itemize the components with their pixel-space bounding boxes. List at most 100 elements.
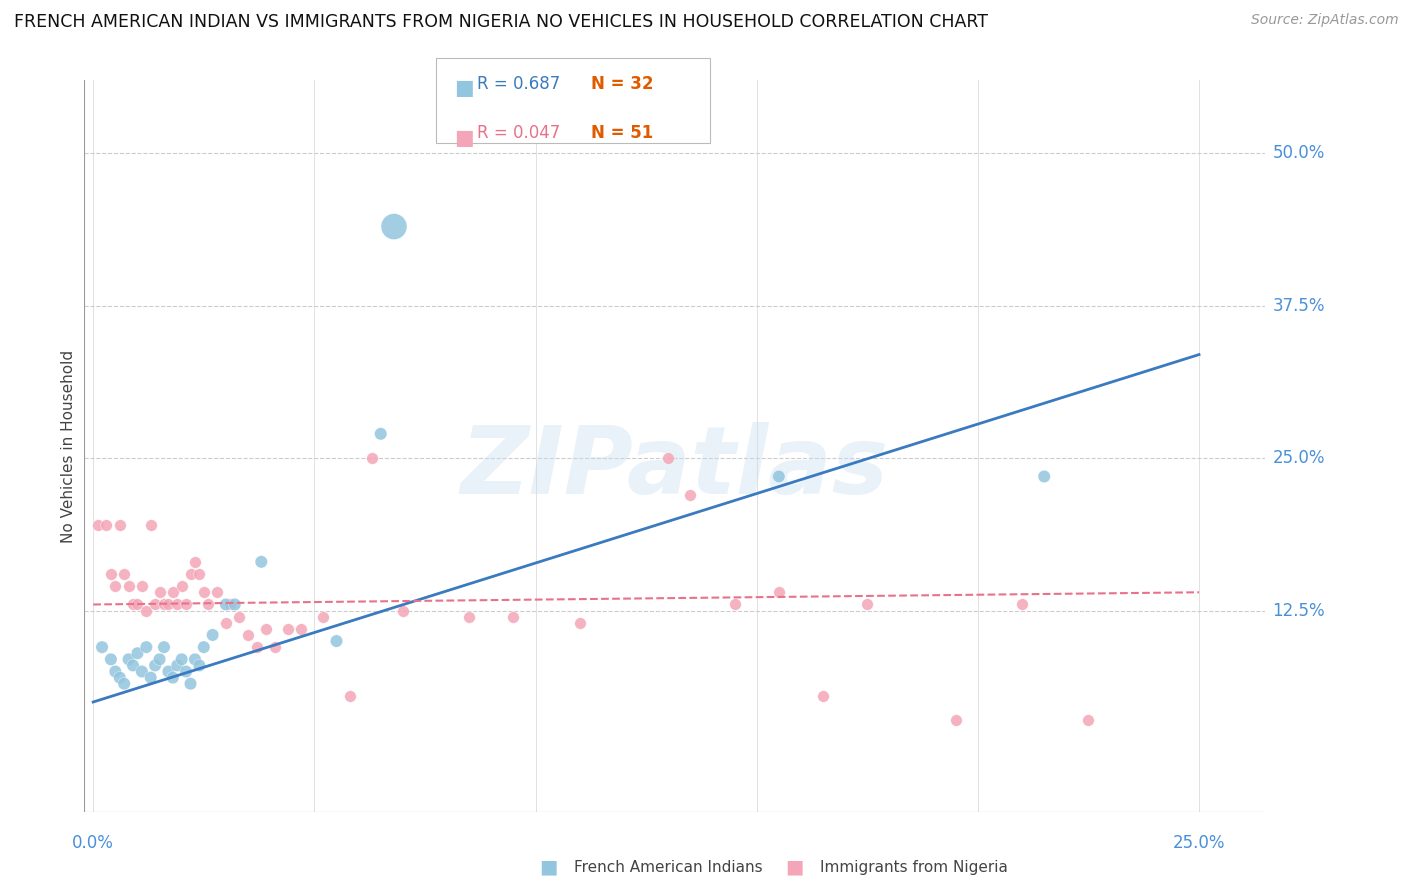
Point bbox=[127, 646, 149, 660]
Point bbox=[153, 640, 176, 655]
Point bbox=[100, 652, 122, 666]
Point bbox=[277, 622, 299, 636]
Text: French American Indians: French American Indians bbox=[574, 860, 762, 874]
Point bbox=[325, 634, 347, 648]
Point bbox=[162, 671, 184, 685]
Text: 37.5%: 37.5% bbox=[1272, 297, 1324, 315]
Point bbox=[236, 628, 259, 642]
Point bbox=[856, 598, 879, 612]
Point bbox=[205, 585, 228, 599]
Point bbox=[135, 604, 157, 618]
Point bbox=[131, 665, 153, 679]
Point bbox=[174, 665, 197, 679]
Point bbox=[104, 665, 127, 679]
Text: ■: ■ bbox=[538, 857, 558, 877]
Point bbox=[108, 671, 131, 685]
Point bbox=[679, 488, 702, 502]
Text: ZIPatlas: ZIPatlas bbox=[461, 422, 889, 514]
Point bbox=[143, 658, 166, 673]
Text: FRENCH AMERICAN INDIAN VS IMMIGRANTS FROM NIGERIA NO VEHICLES IN HOUSEHOLD CORRE: FRENCH AMERICAN INDIAN VS IMMIGRANTS FRO… bbox=[14, 13, 988, 31]
Point bbox=[127, 598, 149, 612]
Point bbox=[86, 518, 108, 533]
Text: N = 51: N = 51 bbox=[591, 124, 652, 142]
Point bbox=[162, 585, 184, 599]
Point bbox=[139, 518, 162, 533]
Point bbox=[945, 714, 967, 728]
Point bbox=[215, 615, 238, 630]
Point bbox=[122, 658, 145, 673]
Point bbox=[188, 658, 211, 673]
Point bbox=[166, 598, 188, 612]
Text: ■: ■ bbox=[785, 857, 804, 877]
Point bbox=[184, 652, 207, 666]
Point bbox=[254, 622, 277, 636]
Point bbox=[568, 615, 591, 630]
Point bbox=[215, 598, 238, 612]
Point bbox=[170, 652, 193, 666]
Point bbox=[131, 579, 153, 593]
Point bbox=[148, 585, 170, 599]
Point bbox=[263, 640, 285, 655]
Point bbox=[768, 585, 790, 599]
Point bbox=[290, 622, 312, 636]
Text: N = 32: N = 32 bbox=[591, 75, 652, 93]
Point bbox=[148, 652, 170, 666]
Point bbox=[392, 604, 415, 618]
Point bbox=[184, 555, 207, 569]
Point bbox=[312, 609, 335, 624]
Point bbox=[180, 676, 202, 690]
Text: R = 0.047: R = 0.047 bbox=[477, 124, 560, 142]
Point bbox=[157, 598, 180, 612]
Point bbox=[197, 598, 219, 612]
Point bbox=[170, 579, 193, 593]
Point bbox=[143, 598, 166, 612]
Point bbox=[1011, 598, 1033, 612]
Point bbox=[108, 518, 131, 533]
Point bbox=[1077, 714, 1099, 728]
Point bbox=[201, 628, 224, 642]
Point bbox=[100, 567, 122, 582]
Y-axis label: No Vehicles in Household: No Vehicles in Household bbox=[60, 350, 76, 542]
Point bbox=[219, 598, 242, 612]
Point bbox=[250, 555, 273, 569]
Point bbox=[246, 640, 269, 655]
Point bbox=[723, 598, 745, 612]
Point bbox=[193, 585, 215, 599]
Point bbox=[112, 676, 135, 690]
Point bbox=[228, 609, 250, 624]
Point bbox=[91, 640, 114, 655]
Text: Immigrants from Nigeria: Immigrants from Nigeria bbox=[820, 860, 1008, 874]
Point bbox=[180, 567, 202, 582]
Point bbox=[122, 598, 145, 612]
Text: 25.0%: 25.0% bbox=[1272, 450, 1324, 467]
Point bbox=[104, 579, 127, 593]
Point bbox=[188, 567, 211, 582]
Point bbox=[458, 609, 481, 624]
Point bbox=[339, 689, 361, 703]
Point bbox=[370, 426, 392, 441]
Point bbox=[811, 689, 834, 703]
Point bbox=[1033, 469, 1056, 483]
Point bbox=[174, 598, 197, 612]
Point bbox=[135, 640, 157, 655]
Point bbox=[153, 598, 176, 612]
Point bbox=[657, 451, 679, 466]
Point bbox=[502, 609, 524, 624]
Point bbox=[117, 579, 139, 593]
Point bbox=[117, 652, 139, 666]
Text: ■: ■ bbox=[454, 78, 474, 98]
Point bbox=[768, 469, 790, 483]
Text: ■: ■ bbox=[454, 128, 474, 147]
Text: Source: ZipAtlas.com: Source: ZipAtlas.com bbox=[1251, 13, 1399, 28]
Point bbox=[382, 219, 405, 234]
Point bbox=[193, 640, 215, 655]
Text: R = 0.687: R = 0.687 bbox=[477, 75, 560, 93]
Text: 0.0%: 0.0% bbox=[72, 834, 114, 852]
Point bbox=[112, 567, 135, 582]
Point bbox=[360, 451, 382, 466]
Text: 50.0%: 50.0% bbox=[1272, 145, 1324, 162]
Text: 25.0%: 25.0% bbox=[1173, 834, 1225, 852]
Point bbox=[139, 671, 162, 685]
Point bbox=[157, 665, 180, 679]
Point bbox=[96, 518, 118, 533]
